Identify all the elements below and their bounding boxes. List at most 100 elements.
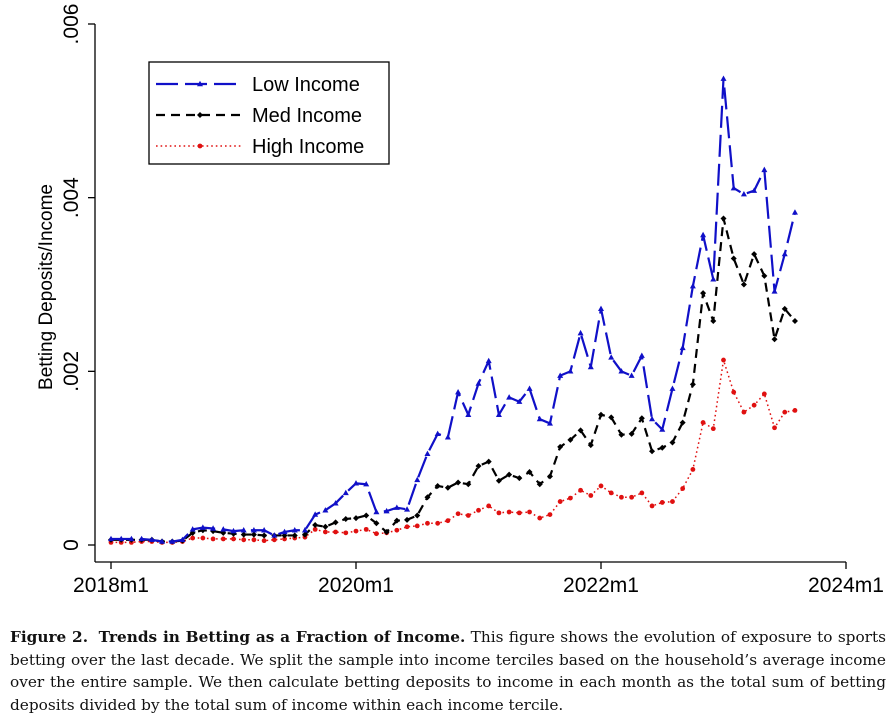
- data-point-low-income: [210, 525, 217, 531]
- data-point-low-income: [618, 368, 625, 374]
- data-point-high-income: [629, 494, 635, 500]
- data-point-med-income: [404, 516, 411, 523]
- legend-marker: [197, 80, 203, 87]
- data-point-high-income: [353, 528, 359, 534]
- data-point-high-income: [516, 510, 522, 516]
- data-point-low-income: [700, 231, 707, 238]
- data-point-low-income: [199, 524, 206, 530]
- data-point-med-income: [587, 442, 594, 449]
- data-point-med-income: [250, 531, 257, 538]
- data-point-low-income: [118, 535, 125, 542]
- data-point-high-income: [588, 493, 594, 498]
- data-point-high-income: [670, 499, 675, 504]
- data-point-med-income: [444, 484, 451, 491]
- data-point-med-income: [383, 528, 390, 535]
- x-tick-label: 2018m1: [73, 574, 149, 597]
- data-point-low-income: [281, 528, 288, 535]
- data-point-med-income: [332, 519, 339, 526]
- line-chart: 2018m1 2020m1 2022m1 2024m1 0 .002 .004 .006 Lo…: [36, 4, 884, 597]
- data-point-med-income: [618, 431, 625, 438]
- data-point-med-income: [495, 477, 502, 484]
- data-point-low-income: [720, 75, 727, 81]
- data-point-low-income: [312, 511, 319, 517]
- data-point-low-income: [271, 532, 278, 538]
- data-point-low-income: [689, 283, 696, 289]
- data-point-high-income: [374, 531, 379, 537]
- x-tick-label: 2020m1: [318, 574, 394, 597]
- data-point-med-income: [240, 531, 247, 538]
- data-point-high-income: [557, 499, 563, 504]
- data-point-low-income: [179, 536, 186, 542]
- data-point-med-income: [475, 462, 482, 469]
- data-point-high-income: [751, 402, 757, 408]
- data-point-low-income: [649, 415, 656, 422]
- data-point-low-income: [577, 329, 584, 336]
- data-point-med-income: [312, 522, 319, 529]
- legend-label: High Income: [252, 136, 364, 158]
- series-low-income: [108, 75, 798, 544]
- data-point-med-income: [414, 512, 421, 519]
- data-point-med-income: [567, 436, 574, 443]
- data-point-high-income: [700, 420, 706, 425]
- data-point-high-income: [792, 408, 798, 413]
- data-point-high-income: [639, 490, 645, 496]
- data-point-high-income: [721, 357, 726, 363]
- data-point-high-income: [680, 486, 686, 491]
- data-point-med-income: [261, 532, 268, 539]
- data-point-low-income: [363, 481, 370, 487]
- legend-marker: [197, 143, 203, 149]
- data-point-med-income: [720, 215, 727, 222]
- data-point-high-income: [271, 537, 277, 543]
- data-point-med-income: [628, 430, 635, 437]
- data-point-med-income: [649, 448, 656, 455]
- caption-title: Trends in Betting as a Fraction of Incom…: [98, 628, 466, 646]
- data-point-high-income: [506, 509, 512, 515]
- data-point-low-income: [220, 526, 227, 532]
- data-point-low-income: [506, 394, 513, 400]
- data-point-low-income: [485, 357, 492, 364]
- data-point-low-income: [404, 506, 411, 512]
- data-point-low-income: [383, 507, 390, 514]
- data-point-high-income: [363, 526, 369, 532]
- data-point-med-income: [291, 532, 298, 539]
- data-point-high-income: [465, 513, 471, 518]
- data-point-low-income: [546, 420, 553, 426]
- data-point-low-income: [536, 415, 543, 422]
- data-point-med-income: [516, 475, 523, 482]
- data-point-high-income: [435, 520, 441, 526]
- data-point-med-income: [710, 317, 717, 324]
- data-point-med-income: [342, 515, 349, 522]
- data-point-med-income: [689, 381, 696, 388]
- figure-caption: Figure 2. Trends in Betting as a Fractio…: [10, 626, 886, 716]
- data-point-high-income: [608, 490, 614, 496]
- legend-box: [148, 61, 390, 165]
- data-point-high-income: [241, 537, 247, 543]
- data-point-med-income: [557, 443, 564, 450]
- data-point-high-income: [741, 409, 747, 415]
- data-point-high-income: [343, 530, 349, 536]
- data-point-high-income: [598, 483, 604, 489]
- data-point-low-income: [159, 538, 166, 544]
- x-tick-label: 2022m1: [563, 574, 639, 597]
- data-point-med-income: [761, 272, 768, 279]
- data-point-low-income: [108, 535, 114, 542]
- data-point-high-income: [527, 509, 532, 515]
- data-point-high-income: [333, 529, 338, 535]
- data-point-low-income: [373, 508, 380, 515]
- data-point-med-income: [781, 305, 788, 312]
- data-point-low-income: [455, 388, 462, 395]
- data-point-high-income: [782, 409, 788, 415]
- series-med-income: [108, 215, 798, 545]
- data-point-high-income: [394, 527, 400, 533]
- data-point-med-income: [771, 336, 778, 343]
- legend: Low Income Med Income High Income: [148, 61, 390, 165]
- data-point-low-income: [791, 209, 798, 215]
- data-point-low-income: [414, 476, 421, 483]
- data-point-high-income: [731, 389, 737, 395]
- data-point-med-income: [638, 415, 645, 422]
- data-point-med-income: [373, 520, 380, 527]
- data-point-low-income: [424, 450, 431, 457]
- data-point-med-income: [700, 290, 707, 297]
- data-point-high-income: [404, 524, 410, 530]
- data-point-med-income: [669, 439, 676, 446]
